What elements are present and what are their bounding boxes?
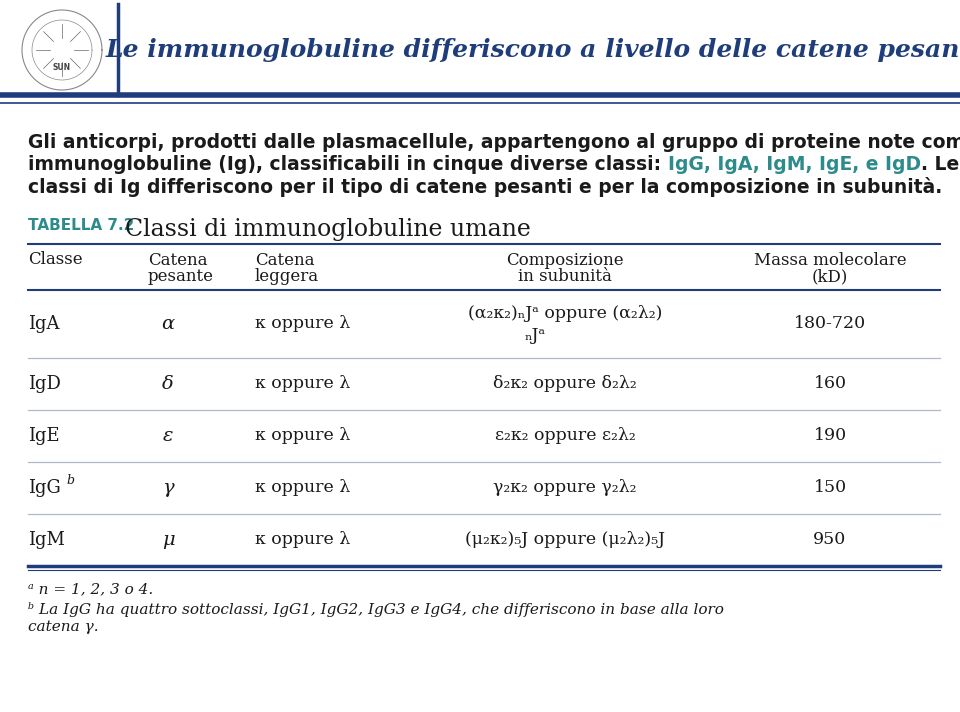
Text: (μ₂κ₂)₅J oppure (μ₂λ₂)₅J: (μ₂κ₂)₅J oppure (μ₂λ₂)₅J bbox=[465, 531, 665, 548]
Text: IgD: IgD bbox=[28, 375, 60, 393]
Text: γ: γ bbox=[162, 479, 174, 497]
Text: κ oppure λ: κ oppure λ bbox=[255, 375, 350, 392]
Text: Catena: Catena bbox=[255, 252, 315, 269]
Text: in subunità: in subunità bbox=[518, 268, 612, 285]
Text: κ oppure λ: κ oppure λ bbox=[255, 531, 350, 548]
Text: μ: μ bbox=[161, 531, 175, 549]
Text: Massa molecolare: Massa molecolare bbox=[754, 252, 906, 269]
Text: 950: 950 bbox=[813, 531, 847, 548]
Text: immunoglobuline (Ig), classificabili in cinque diverse classi:: immunoglobuline (Ig), classificabili in … bbox=[28, 155, 667, 174]
Text: Catena: Catena bbox=[148, 252, 207, 269]
Text: Composizione: Composizione bbox=[506, 252, 624, 269]
Text: 160: 160 bbox=[813, 375, 847, 392]
Text: IgM: IgM bbox=[28, 531, 65, 549]
Text: Classi di immunoglobuline umane: Classi di immunoglobuline umane bbox=[125, 218, 531, 241]
Text: IgG, IgA, IgM, IgE, e IgD: IgG, IgA, IgM, IgE, e IgD bbox=[667, 155, 921, 174]
Text: α: α bbox=[161, 315, 175, 333]
Text: IgE: IgE bbox=[28, 427, 60, 445]
Text: b: b bbox=[66, 473, 74, 486]
Text: κ oppure λ: κ oppure λ bbox=[255, 479, 350, 496]
Text: TABELLA 7.2: TABELLA 7.2 bbox=[28, 218, 134, 233]
Text: δ: δ bbox=[162, 375, 174, 393]
Text: κ oppure λ: κ oppure λ bbox=[255, 427, 350, 444]
Text: leggera: leggera bbox=[255, 268, 319, 285]
Text: IgG: IgG bbox=[28, 479, 60, 497]
Text: κ oppure λ: κ oppure λ bbox=[255, 315, 350, 333]
Text: . Le 5: . Le 5 bbox=[921, 155, 960, 174]
Text: ε: ε bbox=[163, 427, 173, 445]
Text: SUN: SUN bbox=[53, 63, 71, 73]
Text: Le immunoglobuline differiscono a livello delle catene pesanti: Le immunoglobuline differiscono a livell… bbox=[106, 38, 960, 62]
Text: ₙJᵃ: ₙJᵃ bbox=[524, 328, 545, 345]
Text: Gli anticorpi, prodotti dalle plasmacellule, appartengono al gruppo di proteine : Gli anticorpi, prodotti dalle plasmacell… bbox=[28, 133, 960, 152]
Text: Classe: Classe bbox=[28, 251, 83, 268]
Text: catena γ.: catena γ. bbox=[28, 620, 99, 634]
Text: 190: 190 bbox=[813, 427, 847, 444]
Text: (kD): (kD) bbox=[812, 268, 849, 285]
Text: classi di Ig differiscono per il tipo di catene pesanti e per la composizione in: classi di Ig differiscono per il tipo di… bbox=[28, 177, 943, 197]
Text: δ₂κ₂ oppure δ₂λ₂: δ₂κ₂ oppure δ₂λ₂ bbox=[493, 375, 636, 392]
Text: ε₂κ₂ oppure ε₂λ₂: ε₂κ₂ oppure ε₂λ₂ bbox=[494, 427, 636, 444]
Text: γ₂κ₂ oppure γ₂λ₂: γ₂κ₂ oppure γ₂λ₂ bbox=[493, 479, 636, 496]
Text: ᵃ n = 1, 2, 3 o 4.: ᵃ n = 1, 2, 3 o 4. bbox=[28, 582, 154, 596]
Text: (α₂κ₂)ₙJᵃ oppure (α₂λ₂): (α₂κ₂)ₙJᵃ oppure (α₂λ₂) bbox=[468, 305, 662, 323]
Text: ᵇ La IgG ha quattro sottoclassi, IgG1, IgG2, IgG3 e IgG4, che differiscono in ba: ᵇ La IgG ha quattro sottoclassi, IgG1, I… bbox=[28, 602, 724, 617]
Text: 150: 150 bbox=[813, 479, 847, 496]
Text: IgA: IgA bbox=[28, 315, 60, 333]
Text: pesante: pesante bbox=[148, 268, 214, 285]
Text: 180-720: 180-720 bbox=[794, 315, 866, 333]
